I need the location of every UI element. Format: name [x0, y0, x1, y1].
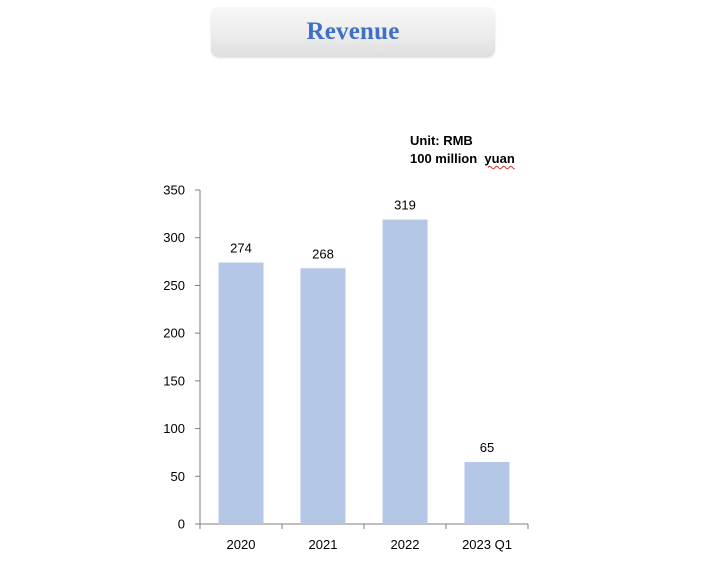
data-label: 319	[394, 198, 416, 213]
bar	[300, 268, 346, 524]
y-tick-label: 250	[163, 278, 185, 293]
title-banner: Revenue	[211, 7, 495, 57]
unit-note: Unit: RMB 100 million yuan	[410, 132, 515, 168]
y-tick-label: 300	[163, 230, 185, 245]
y-tick-label: 0	[178, 517, 185, 532]
unit-line-magnitude: 100 million yuan	[410, 150, 515, 168]
data-label: 274	[230, 241, 252, 256]
unit-currency-word: yuan	[484, 151, 515, 166]
x-tick-label: 2021	[309, 537, 338, 552]
bar	[382, 219, 428, 524]
x-tick-label: 2023 Q1	[462, 537, 512, 552]
x-tick-label: 2022	[391, 537, 420, 552]
y-tick-label: 50	[171, 469, 185, 484]
chart-title: Revenue	[306, 18, 400, 45]
y-tick-label: 200	[163, 326, 185, 341]
y-tick-label: 150	[163, 373, 185, 388]
y-tick-label: 100	[163, 421, 185, 436]
unit-line-currency: Unit: RMB	[410, 133, 473, 148]
x-tick-label: 2020	[227, 537, 256, 552]
unit-magnitude-text: 100 million	[410, 151, 485, 166]
data-label: 268	[312, 246, 334, 261]
bar	[464, 461, 510, 524]
y-tick-label: 350	[163, 183, 185, 198]
bar	[218, 262, 264, 524]
data-label: 65	[480, 440, 494, 455]
